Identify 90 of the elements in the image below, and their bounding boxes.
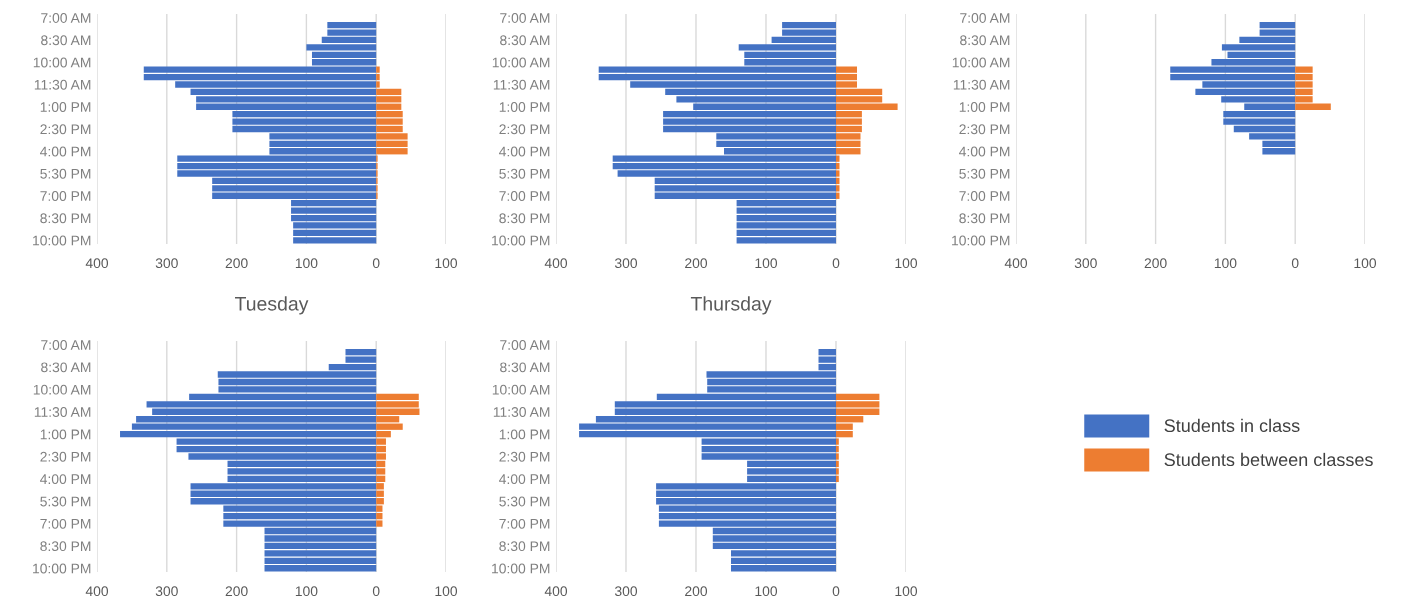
y-tick-label: 5:30 PM	[40, 168, 91, 179]
x-tick-label: 0	[372, 586, 380, 597]
y-tick-label: 1:00 PM	[959, 102, 1010, 112]
y-tick-label: 7:00 PM	[40, 518, 91, 529]
y-tick-label: 7:00 AM	[41, 13, 91, 23]
x-tick-label: 100	[895, 586, 918, 597]
y-tick-label: 8:30 AM	[41, 362, 91, 373]
x-tick-label: 100	[295, 586, 318, 597]
y-tick-label: 4:00 PM	[959, 146, 1010, 157]
y-tick-label: 8:30 PM	[959, 213, 1010, 224]
x-tick-label: 100	[895, 258, 918, 269]
y-tick-label: 5:30 PM	[40, 496, 91, 507]
y-tick-label: 2:30 PM	[499, 124, 550, 135]
y-tick-label: 7:00 PM	[959, 191, 1010, 201]
y-tick-label: 10:00 PM	[33, 563, 91, 574]
y-tick-label: 1:00 PM	[499, 102, 550, 112]
y-tick-label: 11:30 AM	[493, 407, 550, 417]
y-tick-label: 8:30 PM	[40, 213, 91, 224]
y-tick-label: 10:00 PM	[952, 235, 1010, 246]
y-tick-label: 4:00 PM	[40, 474, 91, 485]
y-tick-label: 11:30 AM	[34, 79, 91, 90]
x-tick-label: 200	[225, 586, 248, 597]
y-tick-label: 10:00 AM	[952, 57, 1010, 68]
x-tick-label: 300	[155, 258, 178, 269]
x-tick-label: 400	[544, 258, 568, 269]
x-tick-label: 300	[155, 586, 178, 597]
legend-label: Students in class	[1164, 418, 1300, 433]
y-tick-label: 4:00 PM	[40, 146, 91, 157]
y-tick-label: 8:30 AM	[500, 362, 550, 373]
bar	[1295, 103, 1331, 110]
x-tick-label: 100	[435, 586, 458, 597]
x-tick-label: 300	[1074, 258, 1097, 269]
x-tick-label: 0	[1291, 258, 1299, 269]
y-tick-label: 10:00 AM	[492, 384, 550, 395]
x-tick-label: 400	[1004, 258, 1028, 269]
y-tick-label: 8:30 AM	[960, 35, 1010, 46]
y-tick-label: 7:00 AM	[500, 13, 550, 23]
y-tick-label: 7:00 AM	[960, 13, 1010, 23]
y-tick-label: 1:00 PM	[40, 102, 91, 112]
y-tick-label: 5:30 PM	[499, 496, 550, 507]
x-tick-label: 100	[1214, 258, 1237, 269]
y-tick-label: 5:30 PM	[959, 168, 1010, 179]
y-tick-label: 4:00 PM	[499, 474, 550, 485]
x-tick-label: 0	[832, 586, 840, 597]
y-tick-label: 10:00 AM	[492, 57, 550, 68]
y-tick-label: 7:00 AM	[500, 340, 550, 350]
y-tick-label: 10:00 PM	[492, 563, 550, 574]
chart-title: Tuesday	[235, 296, 309, 315]
y-tick-label: 8:30 PM	[499, 213, 550, 224]
y-tick-label: 5:30 PM	[499, 168, 550, 179]
y-tick-label: 10:00 PM	[492, 235, 550, 246]
x-tick-label: 200	[685, 258, 708, 269]
y-tick-label: 8:30 PM	[40, 541, 91, 552]
x-tick-label: 100	[755, 258, 778, 269]
y-tick-label: 7:00 PM	[40, 191, 91, 201]
y-tick-label: 1:00 PM	[40, 429, 91, 440]
y-tick-label: 11:30 AM	[34, 407, 91, 417]
x-tick-label: 100	[1354, 258, 1377, 269]
x-tick-label: 200	[685, 586, 708, 597]
y-tick-label: 10:00 AM	[33, 57, 91, 68]
x-tick-label: 200	[225, 258, 248, 269]
x-tick-label: 300	[614, 258, 638, 269]
y-tick-label: 7:00 PM	[499, 518, 550, 529]
y-tick-label: 4:00 PM	[499, 146, 550, 157]
y-tick-label: 2:30 PM	[959, 124, 1010, 135]
x-tick-label: 300	[614, 586, 638, 597]
y-tick-label: 1:00 PM	[499, 429, 550, 440]
x-tick-label: 400	[85, 586, 109, 597]
y-tick-label: 2:30 PM	[40, 124, 91, 135]
y-tick-label: 8:30 AM	[500, 35, 550, 46]
y-tick-label: 10:00 AM	[33, 384, 91, 395]
y-tick-label: 8:30 PM	[499, 541, 550, 552]
y-tick-label: 7:00 PM	[499, 191, 550, 201]
x-tick-label: 200	[1144, 258, 1167, 269]
y-tick-label: 2:30 PM	[499, 451, 550, 462]
x-tick-label: 0	[372, 258, 380, 269]
x-tick-label: 100	[755, 586, 778, 597]
legend-label: Students between classes	[1164, 452, 1373, 467]
chart-title: Thursday	[690, 296, 772, 315]
x-tick-label: 400	[544, 586, 568, 597]
x-tick-label: 100	[435, 258, 458, 269]
y-tick-label: 8:30 AM	[41, 35, 91, 46]
y-tick-label: 2:30 PM	[40, 451, 91, 462]
x-tick-label: 400	[85, 258, 109, 269]
x-tick-label: 0	[832, 258, 840, 269]
y-tick-label: 10:00 PM	[33, 235, 91, 246]
y-tick-label: 11:30 AM	[953, 79, 1010, 90]
y-tick-label: 11:30 AM	[493, 79, 550, 90]
y-tick-label: 7:00 AM	[41, 340, 91, 350]
x-tick-label: 100	[295, 258, 318, 269]
